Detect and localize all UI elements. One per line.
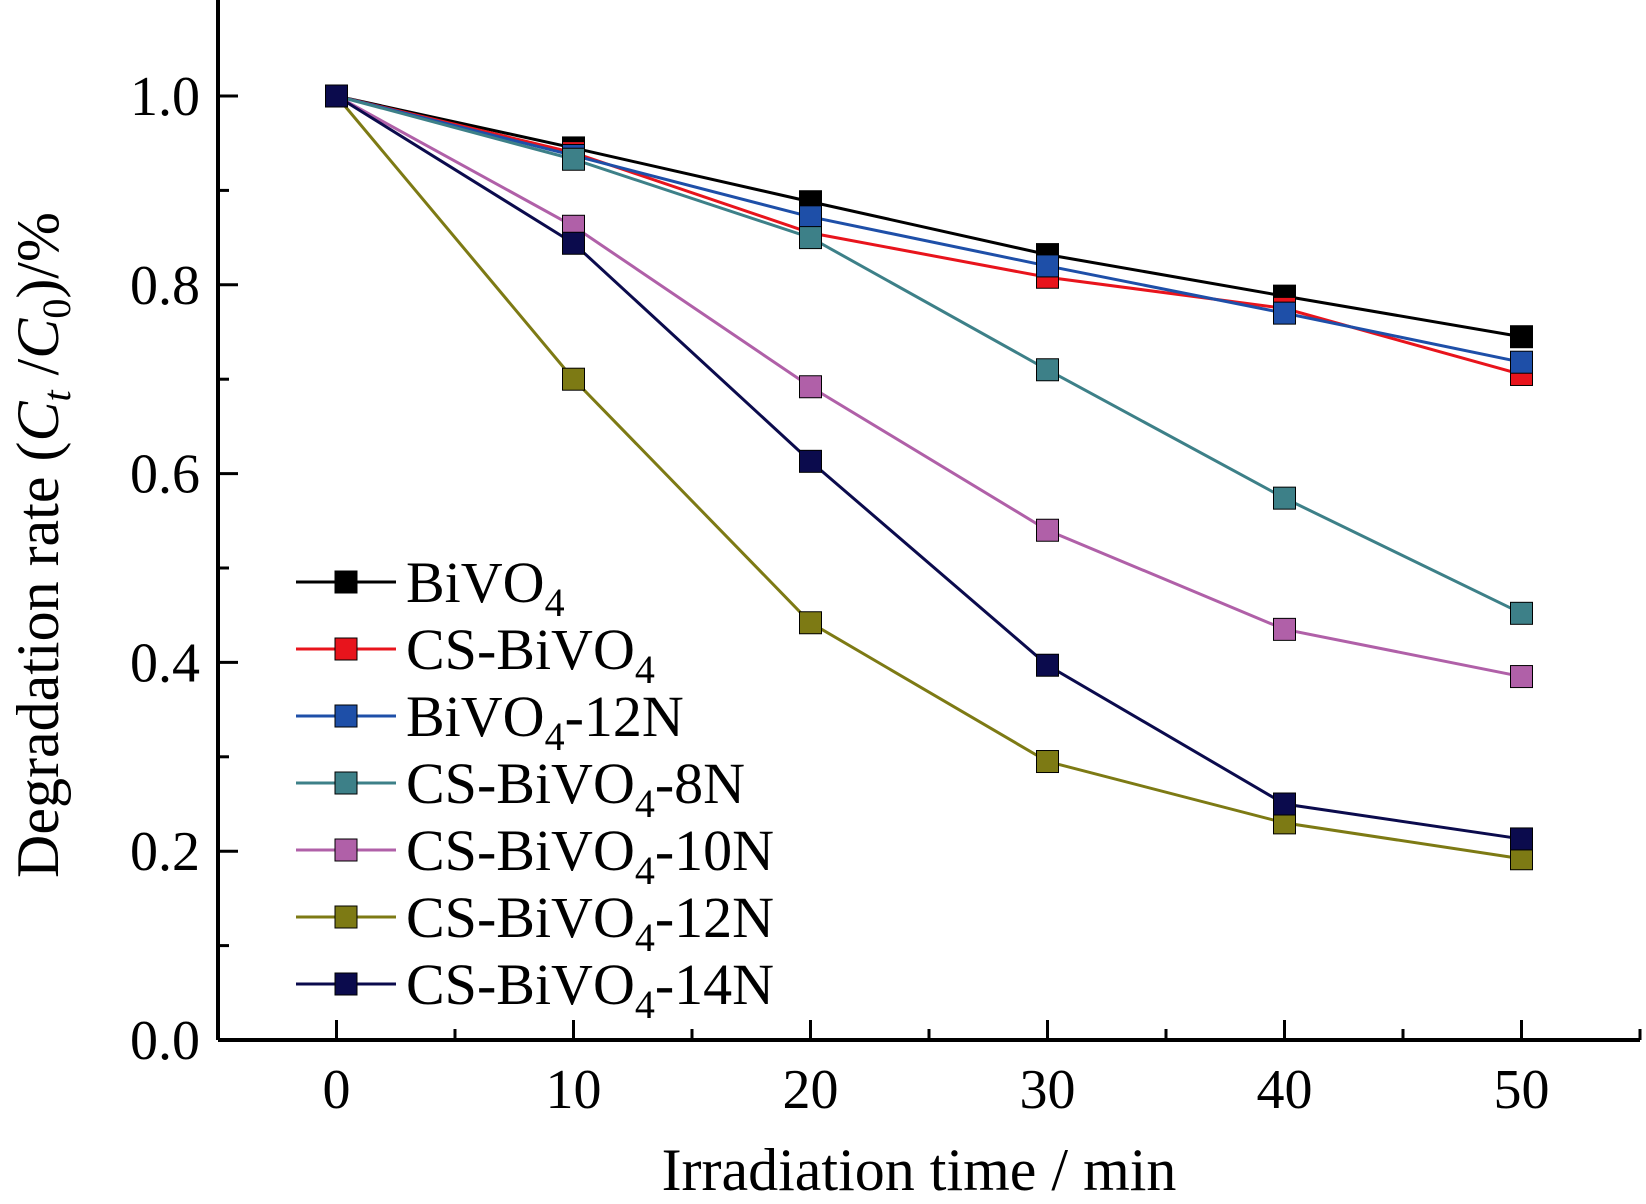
legend-marker [334,972,358,996]
data-point [1036,750,1059,774]
legend-item: CS-BiVO4-14N [296,952,774,1027]
y-tick-label: 0.4 [130,632,200,694]
data-point [799,226,822,250]
legend-item: CS-BiVO4-12N [296,885,774,960]
legend-marker [334,771,358,795]
legend-label: CS-BiVO4-10N [406,818,774,893]
data-point [1036,254,1059,278]
y-tick-label: 0.6 [130,444,200,506]
x-tick-label: 30 [1020,1059,1076,1121]
x-axis-ticks: 0 10 20 30 40 50 [323,1020,1642,1121]
legend-marker [334,637,358,661]
legend-item: CS-BiVO4-10N [296,818,774,893]
legend-label: CS-BiVO4 [406,617,655,692]
y-tick-label: 1.0 [130,66,200,128]
x-tick-label: 0 [323,1059,351,1121]
legend-marker [334,570,358,594]
legend-label: CS-BiVO4-8N [406,751,745,826]
data-point [562,231,585,255]
data-point [562,147,585,171]
data-point [1510,350,1533,374]
x-tick-label: 50 [1494,1059,1550,1121]
series-line [336,94,1522,339]
data-point [325,84,348,108]
data-point [799,205,822,229]
legend-item: CS-BiVO4-8N [296,751,745,826]
data-point [1273,486,1296,510]
data-point [799,375,822,399]
legend-item: BiVO4 [296,550,565,625]
y-axis-title-sub-0: 0 [34,299,79,319]
series-line [336,94,1523,615]
data-point [1510,325,1533,349]
y-tick-label: 0.0 [130,1010,200,1072]
y-tick-label: 0.2 [130,821,200,883]
y-axis-title-c2: C [5,318,71,359]
series-CS-BiVO4-14N [325,84,1533,851]
series-line [336,94,1522,364]
legend: BiVO4CS-BiVO4BiVO4-12NCS-BiVO4-8NCS-BiVO… [296,550,774,1027]
data-point [1510,847,1533,871]
legend-marker [334,704,358,728]
y-axis-title: Degradation rate (Ct /C0)/% [5,212,79,878]
series-line [335,95,1522,861]
x-tick-label: 10 [546,1059,602,1121]
y-axis-title-sub-t: t [34,390,79,402]
series-layer [325,84,1533,871]
data-point [1510,827,1533,851]
legend-item: BiVO4-12N [296,684,684,759]
data-point [1510,601,1533,625]
x-tick-label: 20 [783,1059,839,1121]
y-axis-ticks: 0.0 0.2 0.4 0.6 0.8 1.0 [130,66,238,1072]
y-axis-title-c1: C [5,401,71,442]
x-tick-label: 40 [1257,1059,1313,1121]
series-line [335,94,1522,841]
legend-label: CS-BiVO4-14N [406,952,774,1027]
data-point [1510,665,1533,689]
y-axis-title-prefix: Degradation rate ( [5,442,71,878]
data-point [562,367,585,391]
legend-label: BiVO4-12N [406,684,684,759]
y-axis-title-suffix: )/% [5,212,71,299]
data-point [1036,653,1059,677]
data-point [1273,792,1296,816]
legend-item: CS-BiVO4 [296,617,655,692]
legend-label: BiVO4 [406,550,565,625]
series-line [336,94,1522,376]
y-axis-title-slash: / [5,358,71,390]
data-point [1036,358,1059,382]
data-point [1273,301,1296,325]
series-line [335,94,1522,679]
data-point [1273,617,1296,641]
data-point [1036,518,1059,542]
data-point [799,449,822,473]
legend-marker [334,905,358,929]
legend-marker [334,838,358,862]
x-axis-title: Irradiation time / min [662,1137,1177,1203]
data-point [799,611,822,635]
legend-label: CS-BiVO4-12N [406,885,774,960]
y-tick-label: 0.8 [130,255,200,317]
